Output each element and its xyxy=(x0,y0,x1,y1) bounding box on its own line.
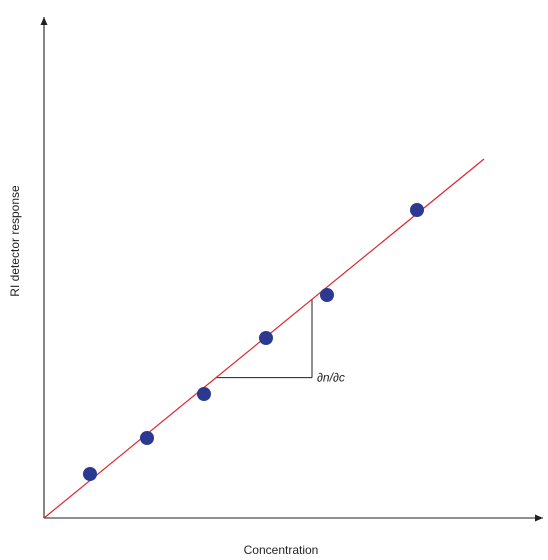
series-layer xyxy=(43,158,485,519)
data-point-6 xyxy=(410,203,424,217)
slope-triangle xyxy=(216,299,313,379)
y-axis-title: RI detector response xyxy=(8,185,22,297)
data-point-3 xyxy=(197,387,211,401)
x-axis-title: Concentration xyxy=(244,543,319,557)
data-point-4 xyxy=(259,331,273,345)
data-point-5 xyxy=(320,288,334,302)
axes xyxy=(40,17,543,522)
data-point-1 xyxy=(83,467,97,481)
data-point-2 xyxy=(140,431,154,445)
slope-label: ∂n/∂c xyxy=(317,371,345,385)
